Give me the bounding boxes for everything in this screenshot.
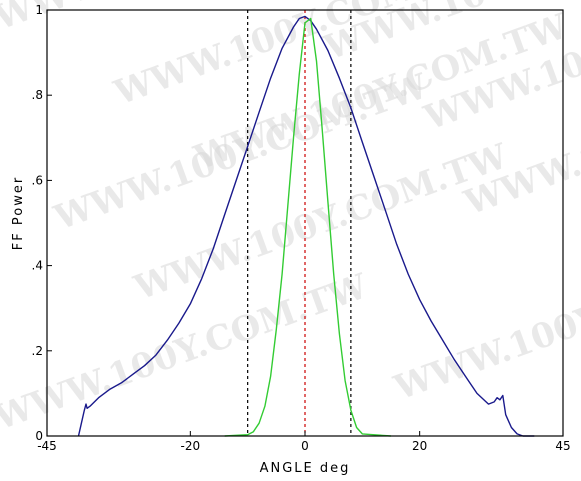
x-tick-label: -20 bbox=[181, 439, 201, 453]
series-layer bbox=[77, 15, 535, 437]
y-tick-label: .2 bbox=[32, 344, 43, 358]
y-axis-label: FF Power bbox=[11, 176, 26, 250]
y-tick-label: 0 bbox=[35, 429, 43, 443]
reference-lines bbox=[247, 10, 352, 436]
y-tick-label: .4 bbox=[32, 259, 43, 273]
watermark-layer: WWW.100Y.COM.TWWWW.100Y.COM.TWWWW.100Y.C… bbox=[0, 0, 581, 439]
x-axis-label: ANGLE deg bbox=[260, 461, 351, 476]
y-tick-label: 1 bbox=[35, 3, 43, 17]
x-tick-label: 20 bbox=[412, 439, 427, 453]
series-line bbox=[77, 15, 535, 437]
y-tick-label: .8 bbox=[32, 88, 43, 102]
x-tick-label: -45 bbox=[37, 439, 57, 453]
y-axis-ticks: 0 .2 .4 .6 .8 1 bbox=[32, 3, 52, 443]
watermark-text: WWW.100Y.COM.TW bbox=[388, 236, 581, 409]
x-tick-label: 45 bbox=[555, 439, 570, 453]
y-tick-label: .6 bbox=[32, 173, 43, 187]
series-line bbox=[224, 17, 392, 437]
x-tick-label: 0 bbox=[301, 439, 309, 453]
x-axis-ticks: -45 -20 0 20 45 bbox=[37, 431, 571, 453]
